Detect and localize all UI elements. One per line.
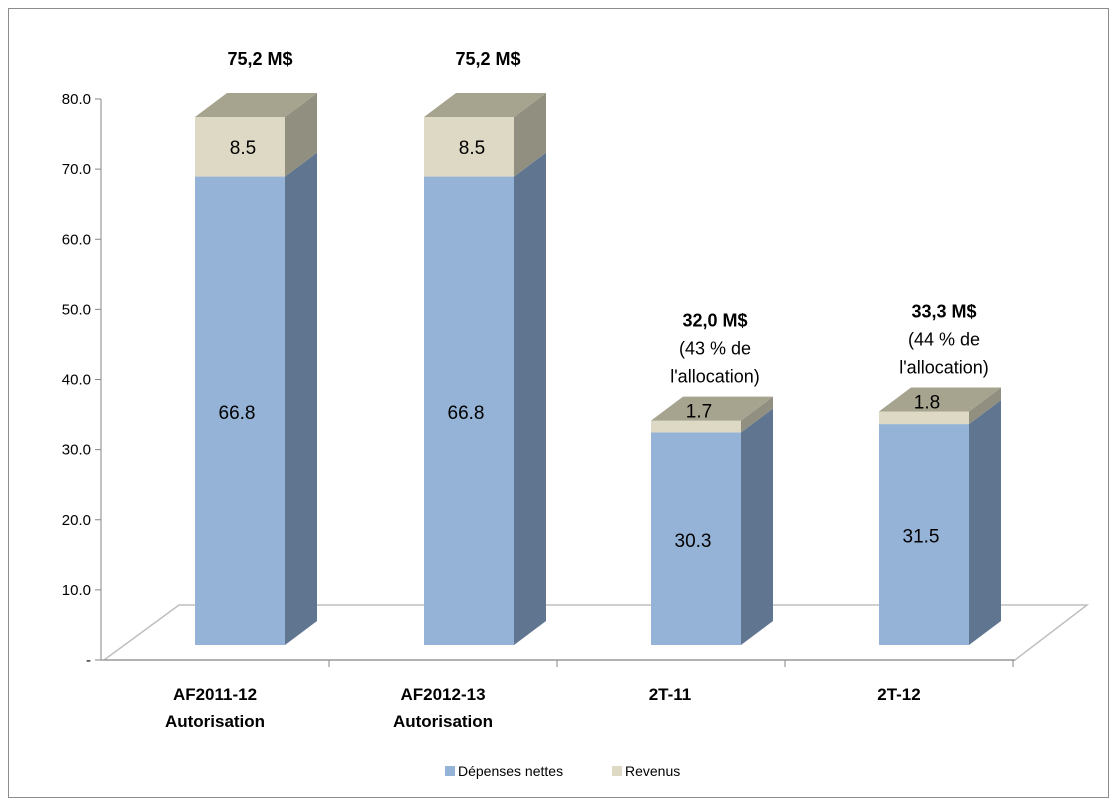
y-tick-label: 80.0: [62, 91, 91, 108]
legend-label: Dépenses nettes: [458, 763, 563, 779]
data-label-net-expenses: 30.3: [675, 531, 712, 552]
bar-net-expenses: [879, 424, 969, 645]
bar-revenue-side: [285, 92, 317, 177]
data-label-revenue: 1.8: [914, 392, 940, 413]
total-label: 75,2 M$: [227, 49, 292, 69]
total-sublabel: l'allocation): [670, 367, 759, 387]
data-label-net-expenses: 66.8: [219, 403, 256, 424]
bars: [195, 92, 1001, 645]
legend-item-revenue: Revenus: [612, 763, 680, 779]
bar-top-face: [879, 387, 1001, 412]
legend-swatch: [445, 766, 455, 776]
bar-revenue: [424, 116, 514, 177]
bar-stack: [879, 387, 1001, 645]
total-label: 32,0 M$: [682, 311, 747, 331]
y-tick-label: 70.0: [62, 161, 91, 178]
total-label: 75,2 M$: [455, 49, 520, 69]
bar-top-face: [424, 92, 546, 117]
bar-net-expenses: [424, 176, 514, 645]
bar-net-expenses-side: [969, 400, 1001, 645]
bar-stack: [195, 92, 317, 645]
bar-revenue-side: [969, 387, 1001, 425]
total-sublabel: (43 % de: [679, 339, 751, 359]
legend: Dépenses nettes Revenus: [445, 763, 680, 779]
data-label-revenue: 8.5: [459, 138, 485, 159]
bar-revenue: [879, 411, 969, 425]
y-tick-label: 20.0: [62, 512, 91, 529]
bar-stack: [651, 396, 773, 645]
x-category-label: AF2011-12: [173, 685, 257, 704]
data-label-net-expenses: 31.5: [903, 527, 940, 548]
y-tick-label: 50.0: [62, 301, 91, 318]
bar-stack: [424, 92, 546, 645]
labels: 66.8 8.5 75,2 M$ AF2011-12 Autorisation 66.8 8…: [165, 49, 989, 731]
y-tick-label: -: [86, 652, 91, 669]
y-tick-label: 40.0: [62, 372, 91, 389]
total-sublabel: l'allocation): [899, 357, 988, 377]
y-tick-label: 30.0: [62, 442, 91, 459]
data-label-revenue: 1.7: [686, 402, 712, 423]
bar-net-expenses-side: [514, 152, 546, 645]
legend-label: Revenus: [625, 763, 680, 779]
legend-item-net-expenses: Dépenses nettes: [445, 763, 563, 779]
bar-revenue-side: [514, 92, 546, 177]
total-sublabel: (44 % de: [908, 329, 980, 349]
total-label: 33,3 M$: [911, 301, 976, 321]
x-category-label: Autorisation: [393, 712, 493, 731]
x-category-label: Autorisation: [165, 712, 265, 731]
bar-revenue: [651, 420, 741, 433]
data-label-revenue: 8.5: [230, 138, 256, 159]
bar-top-face: [195, 92, 317, 117]
x-category-label: 2T-12: [877, 685, 920, 704]
x-category-label: AF2012-13: [400, 685, 485, 704]
y-tick-label: 60.0: [62, 231, 91, 248]
bar-net-expenses-side: [741, 408, 773, 645]
data-label-net-expenses: 66.8: [448, 403, 485, 424]
bar-revenue: [195, 116, 285, 177]
bar-net-expenses: [651, 432, 741, 645]
bar-net-expenses-side: [285, 152, 317, 645]
legend-swatch: [612, 766, 622, 776]
bar-net-expenses: [195, 176, 285, 645]
bar-top-face: [651, 396, 773, 421]
bar-revenue-side: [741, 396, 773, 433]
y-tick-label: 10.0: [62, 582, 91, 599]
x-category-label: 2T-11: [649, 685, 692, 704]
y-axis: - 10.0 20.0 30.0 40.0 50.0 60.0 70.0 80.0: [62, 91, 1015, 669]
